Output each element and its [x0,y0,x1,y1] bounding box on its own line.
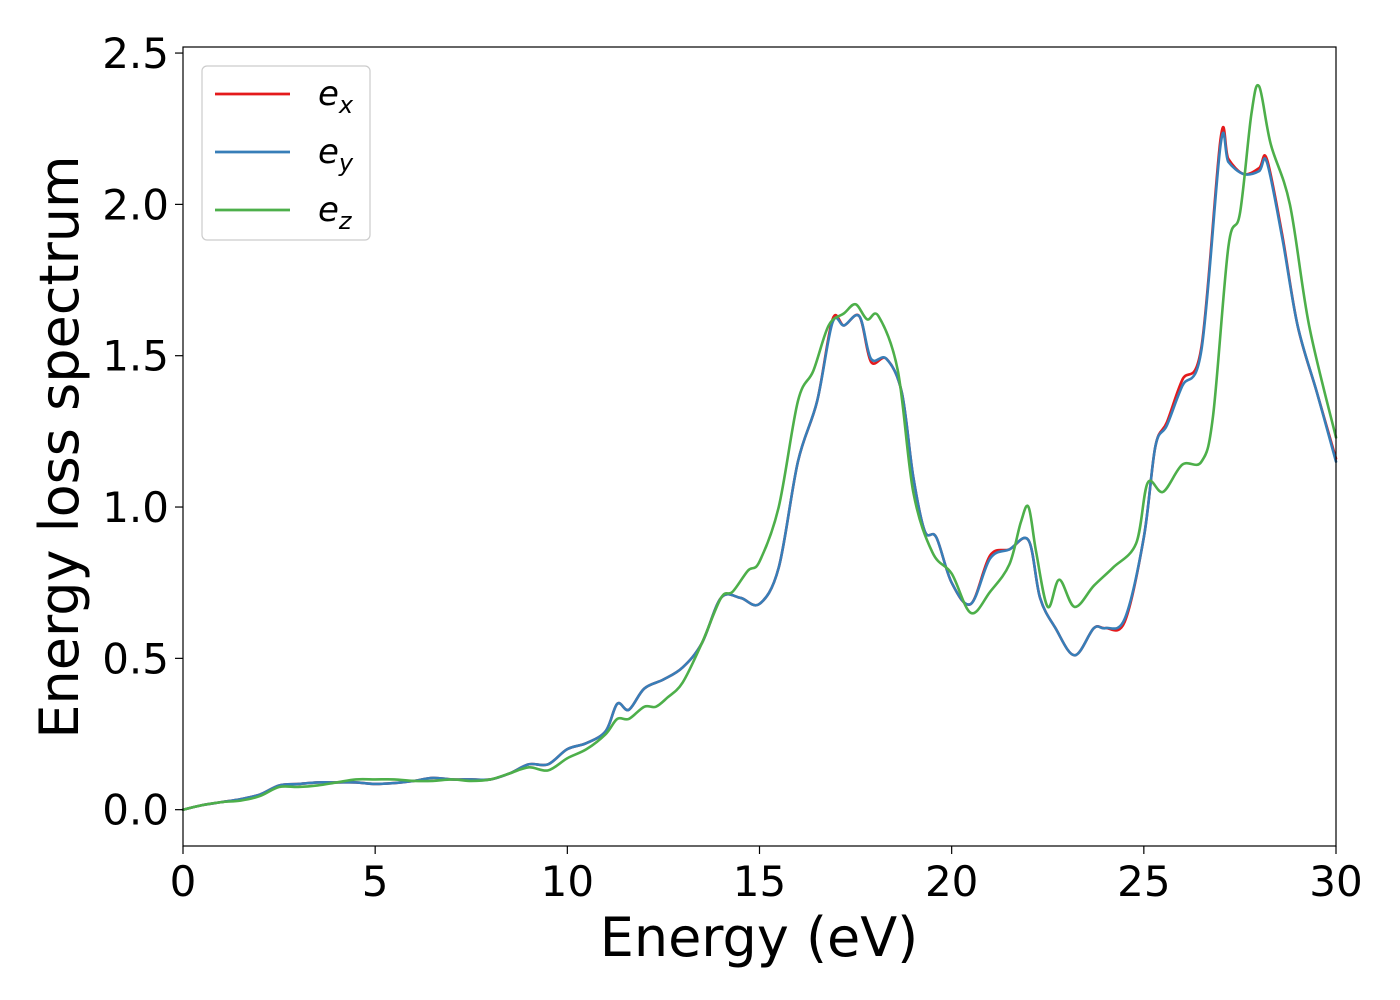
y-tick-label: 0.5 [102,634,169,683]
legend-label-e-y: ey [318,132,354,177]
x-tick-label: 5 [362,857,389,906]
x-tick-label: 10 [541,857,594,906]
series-layer [181,83,1338,811]
y-tick-label: 0.0 [102,786,169,835]
series-line-e-z [181,83,1338,811]
x-axis: 0 5 10 15 20 25 30 [170,846,1363,906]
y-axis-label: Energy loss spectrum [28,155,91,738]
y-tick-label: 1.5 [102,332,169,381]
x-axis-label: Energy (eV) [600,906,919,969]
plot-background [183,47,1336,846]
x-tick-label: 20 [925,857,978,906]
x-tick-label: 25 [1117,857,1170,906]
y-tick-label: 1.0 [102,483,169,532]
legend-label-e-z: ez [318,190,353,235]
x-tick-label: 0 [170,857,197,906]
y-axis: 0.0 0.5 1.0 1.5 2.0 2.5 [102,29,183,835]
y-tick-label: 2.0 [102,180,169,229]
y-tick-label: 2.5 [102,29,169,78]
x-tick-label: 15 [733,857,786,906]
legend: ex ey ez [201,65,371,241]
x-tick-label: 30 [1309,857,1362,906]
legend-label-e-x: ex [318,74,354,119]
